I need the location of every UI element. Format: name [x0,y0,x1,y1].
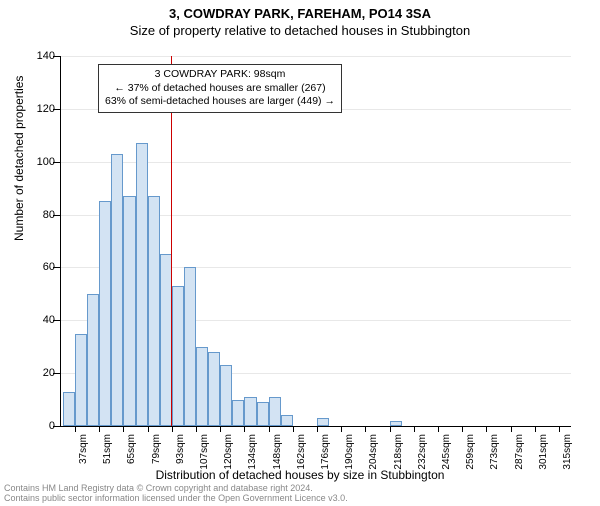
xaxis-title: Distribution of detached houses by size … [0,468,600,482]
title-main: 3, COWDRAY PARK, FAREHAM, PO14 3SA [0,6,600,21]
xtick [438,426,439,432]
bar [317,418,329,426]
xtick [196,426,197,432]
ylabel: 80 [25,209,55,221]
ylabel: 40 [25,314,55,326]
bar [136,143,148,426]
bar [75,334,87,427]
ylabel: 0 [25,420,55,432]
xtick [99,426,100,432]
bar [87,294,99,426]
bar [244,397,256,426]
gridline [61,56,571,57]
footer-line2: Contains public sector information licen… [4,494,348,504]
yaxis-title: Number of detached properties [12,76,26,241]
bar [281,415,293,426]
bar [208,352,220,426]
ylabel: 60 [25,261,55,273]
annotation-line3: 63% of semi-detached houses are larger (… [105,95,335,109]
annotation-line2: ← 37% of detached houses are smaller (26… [105,82,335,96]
bar [111,154,123,426]
xtick [511,426,512,432]
footer: Contains HM Land Registry data © Crown c… [4,484,348,504]
bar [148,196,160,426]
bar [196,347,208,426]
bar [257,402,269,426]
xtick [414,426,415,432]
xtick [486,426,487,432]
xtick [341,426,342,432]
xtick [390,426,391,432]
xtick [365,426,366,432]
annotation-line1: 3 COWDRAY PARK: 98sqm [105,68,335,82]
bar [232,400,244,426]
xtick [535,426,536,432]
xtick [123,426,124,432]
xtick [269,426,270,432]
bar [63,392,75,426]
bar [269,397,281,426]
xtick [220,426,221,432]
xtick [559,426,560,432]
bar [184,267,196,426]
bar [172,286,184,426]
title-sub: Size of property relative to detached ho… [0,23,600,38]
ylabel: 140 [25,50,55,62]
ylabel: 100 [25,156,55,168]
xtick [293,426,294,432]
annotation-box: 3 COWDRAY PARK: 98sqm ← 37% of detached … [98,64,342,113]
xtick [244,426,245,432]
ylabel: 20 [25,367,55,379]
bar [220,365,232,426]
xtick [317,426,318,432]
bar [99,201,111,426]
xtick [148,426,149,432]
xtick [172,426,173,432]
bar [390,421,402,426]
xtick [75,426,76,432]
bar [123,196,135,426]
chart-area: 020406080100120140 3 COWDRAY PARK: 98sqm… [60,56,570,426]
xtick [462,426,463,432]
ylabel: 120 [25,103,55,115]
